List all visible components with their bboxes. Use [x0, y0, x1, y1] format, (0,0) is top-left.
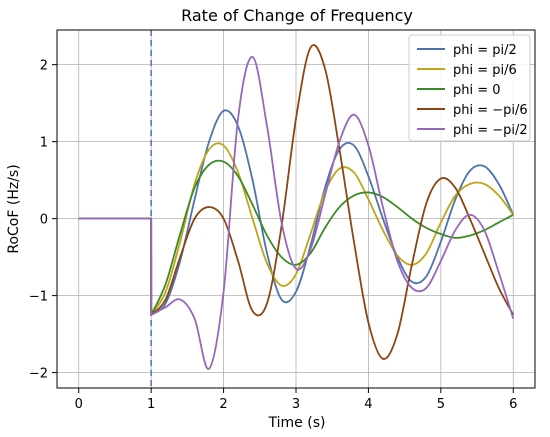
y-tick-label: −2: [29, 367, 48, 382]
x-axis-label: Time (s): [268, 415, 326, 431]
series-line-2: [78, 159, 514, 316]
legend-label: phi = −pi/2: [453, 123, 528, 138]
series-line-0: [78, 109, 515, 316]
x-tick-label: 6: [509, 397, 517, 412]
legend: phi = pi/2 phi = pi/6 phi = 0 phi = −pi/6 ph…: [408, 34, 531, 142]
y-axis: −2 −1 0 1 2: [29, 59, 57, 382]
legend-box: [408, 34, 531, 142]
x-axis: 0 1 2 3 4 5 6: [75, 388, 517, 412]
y-tick-label: 1: [40, 136, 48, 151]
series-line-3: [78, 44, 515, 360]
x-tick-label: 5: [437, 397, 445, 412]
y-tick-label: −1: [29, 290, 48, 305]
x-tick-label: 3: [292, 397, 300, 412]
legend-label: phi = −pi/6: [453, 103, 528, 118]
x-tick-label: 1: [147, 397, 155, 412]
x-tick-label: 0: [75, 397, 83, 412]
legend-label: phi = pi/2: [453, 43, 517, 58]
legend-label: phi = pi/6: [453, 63, 517, 78]
y-tick-label: 0: [40, 213, 48, 228]
x-tick-label: 2: [219, 397, 227, 412]
legend-label: phi = 0: [453, 83, 501, 98]
series-line-1: [78, 142, 514, 316]
chart-title: Rate of Change of Frequency: [181, 6, 413, 25]
y-axis-label: RoCoF (Hz/s): [6, 164, 22, 253]
x-tick-label: 4: [364, 397, 372, 412]
series-group: [78, 44, 515, 370]
series-line-4: [78, 56, 515, 370]
y-tick-label: 2: [40, 59, 48, 74]
